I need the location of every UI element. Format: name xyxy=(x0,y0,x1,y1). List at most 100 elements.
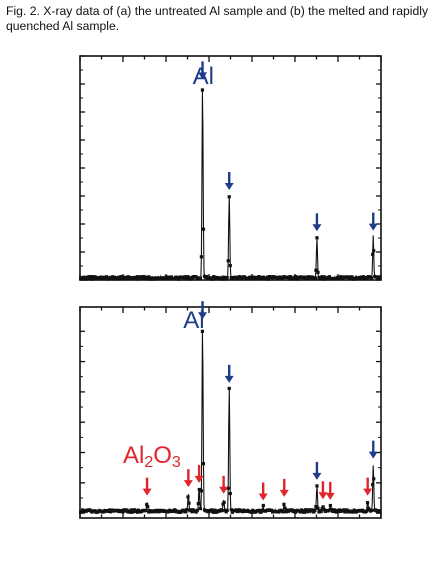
data-point xyxy=(328,503,332,508)
al-peak-arrow xyxy=(312,461,322,480)
data-point xyxy=(212,275,216,279)
data-point xyxy=(321,277,325,281)
data-point xyxy=(118,277,122,281)
data-point xyxy=(140,276,145,280)
arrow-head xyxy=(198,312,208,320)
data-point xyxy=(198,507,202,511)
data-point xyxy=(135,510,140,514)
data-point xyxy=(375,275,379,279)
al2o3-peak-arrow xyxy=(325,481,335,500)
data-point xyxy=(119,275,123,279)
arrow-head xyxy=(312,472,322,480)
data-point xyxy=(266,277,271,281)
data-point xyxy=(211,277,215,281)
data-point xyxy=(313,276,317,280)
data-point xyxy=(186,275,190,279)
data-point xyxy=(144,508,148,513)
data-point xyxy=(229,508,233,512)
data-point xyxy=(183,275,187,279)
data-point xyxy=(225,276,229,280)
data-point xyxy=(226,486,230,490)
data-point xyxy=(319,510,323,514)
data-point xyxy=(370,276,374,280)
data-point xyxy=(329,507,334,512)
data-point xyxy=(286,275,290,279)
data-point xyxy=(314,268,318,272)
data-point xyxy=(365,501,370,505)
data-point xyxy=(128,510,132,514)
data-point xyxy=(350,275,354,279)
arrow-head xyxy=(224,375,234,383)
al2o3-peak-arrow xyxy=(318,481,328,500)
data-point xyxy=(318,277,322,281)
data-point xyxy=(163,277,167,281)
data-point xyxy=(294,275,298,279)
data-point xyxy=(322,508,326,512)
data-point xyxy=(315,484,319,488)
arrow-head xyxy=(368,223,378,231)
data-point xyxy=(314,505,318,509)
al2o3-peak-arrow xyxy=(142,477,152,496)
data-point xyxy=(320,507,324,511)
data-point xyxy=(344,509,348,514)
arrow-head xyxy=(363,488,373,496)
data-point xyxy=(220,509,224,513)
data-point xyxy=(345,508,349,512)
data-point xyxy=(194,510,198,514)
arrow-head xyxy=(318,492,328,500)
data-point xyxy=(90,277,94,281)
data-point xyxy=(227,195,231,199)
data-point xyxy=(269,508,274,512)
arrow-head xyxy=(219,486,229,494)
data-point xyxy=(199,255,203,259)
data-point xyxy=(146,277,150,281)
data-point xyxy=(201,462,206,466)
al-peak-arrow xyxy=(224,172,234,190)
data-point xyxy=(364,509,369,513)
data-point xyxy=(251,275,255,279)
data-point xyxy=(121,510,125,514)
data-point xyxy=(195,508,199,512)
data-point xyxy=(197,487,201,492)
data-point xyxy=(257,508,261,512)
xrd-trace xyxy=(80,331,381,515)
data-point xyxy=(316,506,320,510)
data-point xyxy=(265,275,270,279)
data-point xyxy=(281,510,285,514)
data-point xyxy=(131,509,135,513)
data-point xyxy=(261,503,265,508)
data-point xyxy=(287,277,291,281)
arrow-head xyxy=(194,475,204,483)
data-point xyxy=(282,502,286,506)
data-point xyxy=(201,227,206,231)
data-point xyxy=(228,491,232,496)
data-point xyxy=(225,508,229,513)
data-point xyxy=(295,277,299,281)
data-point xyxy=(284,510,288,514)
data-point xyxy=(199,489,203,493)
data-point xyxy=(165,277,169,281)
data-point xyxy=(212,510,216,514)
data-point xyxy=(184,277,188,281)
al2o3-peak-arrow xyxy=(183,469,193,488)
data-point xyxy=(312,510,316,514)
al-peak-arrow xyxy=(224,364,234,383)
data-point xyxy=(322,275,326,279)
data-point xyxy=(346,275,350,279)
arrow-head xyxy=(183,480,193,488)
data-point xyxy=(129,508,133,512)
data-point xyxy=(259,510,263,514)
data-point xyxy=(234,508,239,512)
data-point xyxy=(108,510,113,514)
figure-caption: Fig. 2. X-ray data of (a) the untreated … xyxy=(6,4,429,33)
arrow-head xyxy=(325,492,335,500)
data-point xyxy=(187,501,191,505)
data-point xyxy=(316,270,320,274)
data-point xyxy=(210,508,214,512)
data-point xyxy=(164,275,168,279)
phase-annotation: Al xyxy=(183,307,204,334)
data-point xyxy=(200,88,205,92)
data-point xyxy=(307,275,311,279)
arrow-head xyxy=(198,72,208,80)
data-point xyxy=(243,275,247,279)
